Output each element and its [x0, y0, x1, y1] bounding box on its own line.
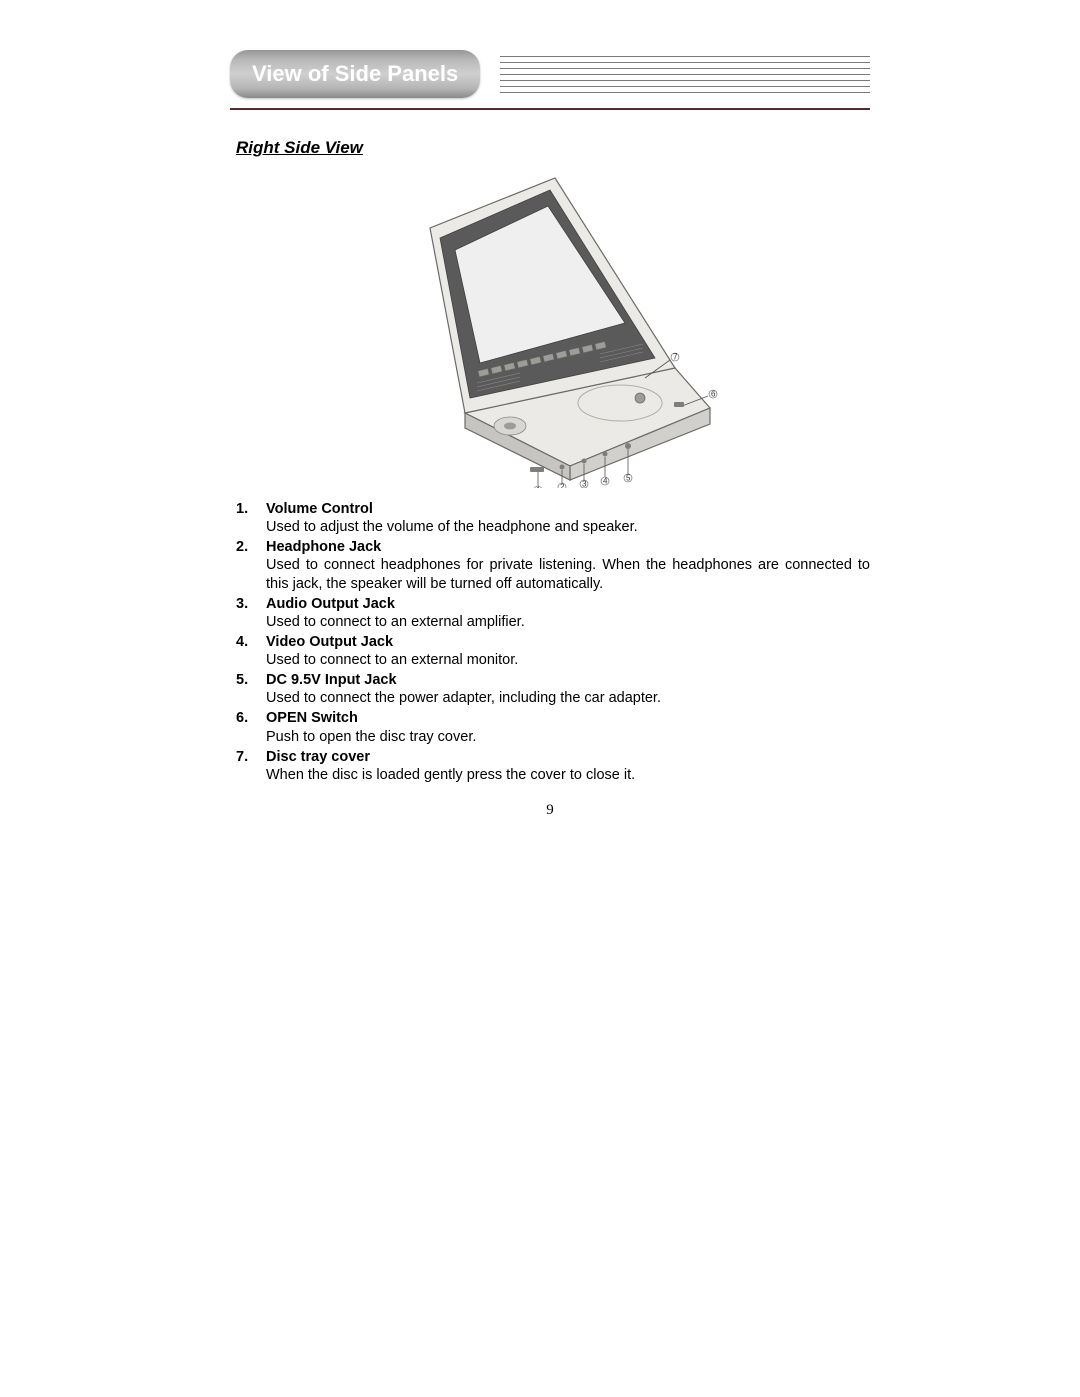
callout-5: 5 — [626, 474, 631, 483]
subheading: Right Side View — [236, 138, 870, 158]
item-desc: Used to connect headphones for private l… — [266, 556, 870, 592]
callout-6: 6 — [711, 390, 716, 399]
item-desc: Used to connect the power adapter, inclu… — [266, 689, 870, 707]
product-svg: 1 2 3 4 5 6 7 — [370, 168, 730, 488]
item-body: Video Output Jack Used to connect to an … — [266, 633, 870, 669]
item-number: 6. — [230, 709, 266, 745]
header-row: View of Side Panels — [230, 50, 870, 102]
list-item: 4. Video Output Jack Used to connect to … — [230, 633, 870, 669]
item-number: 7. — [230, 748, 266, 784]
callout-2: 2 — [560, 483, 565, 489]
item-body: Volume Control Used to adjust the volume… — [266, 500, 870, 536]
item-number: 2. — [230, 538, 266, 592]
item-body: Disc tray cover When the disc is loaded … — [266, 748, 870, 784]
item-term: Audio Output Jack — [266, 595, 870, 613]
item-number: 3. — [230, 595, 266, 631]
callout-7: 7 — [673, 353, 678, 362]
list-item: 1. Volume Control Used to adjust the vol… — [230, 500, 870, 536]
header-rule — [230, 108, 870, 110]
item-term: DC 9.5V Input Jack — [266, 671, 870, 689]
item-number: 4. — [230, 633, 266, 669]
item-term: Volume Control — [266, 500, 870, 518]
item-term: Headphone Jack — [266, 538, 870, 556]
item-term: Video Output Jack — [266, 633, 870, 651]
callout-1: 1 — [536, 486, 541, 489]
feature-list: 1. Volume Control Used to adjust the vol… — [230, 500, 870, 784]
callout-4: 4 — [603, 477, 608, 486]
item-desc: Used to connect to an external monitor. — [266, 651, 870, 669]
manual-page: View of Side Panels Right Side View — [0, 0, 1080, 819]
list-item: 6. OPEN Switch Push to open the disc tra… — [230, 709, 870, 745]
header-decor-lines — [500, 56, 870, 96]
list-item: 5. DC 9.5V Input Jack Used to connect th… — [230, 671, 870, 707]
content-area: View of Side Panels Right Side View — [230, 50, 870, 819]
section-title: View of Side Panels — [252, 61, 458, 87]
item-body: Headphone Jack Used to connect headphone… — [266, 538, 870, 592]
item-number: 5. — [230, 671, 266, 707]
product-figure: 1 2 3 4 5 6 7 — [370, 168, 730, 488]
list-item: 7. Disc tray cover When the disc is load… — [230, 748, 870, 784]
item-desc: Used to adjust the volume of the headpho… — [266, 518, 870, 536]
list-item: 3. Audio Output Jack Used to connect to … — [230, 595, 870, 631]
callout-3: 3 — [582, 480, 587, 489]
item-body: Audio Output Jack Used to connect to an … — [266, 595, 870, 631]
list-item: 2. Headphone Jack Used to connect headph… — [230, 538, 870, 592]
item-body: OPEN Switch Push to open the disc tray c… — [266, 709, 870, 745]
item-term: OPEN Switch — [266, 709, 870, 727]
item-term: Disc tray cover — [266, 748, 870, 766]
page-number: 9 — [230, 802, 870, 819]
item-desc: Used to connect to an external amplifier… — [266, 613, 870, 631]
item-desc: Push to open the disc tray cover. — [266, 728, 870, 746]
section-title-pill: View of Side Panels — [230, 50, 480, 98]
item-number: 1. — [230, 500, 266, 536]
item-desc: When the disc is loaded gently press the… — [266, 766, 870, 784]
item-body: DC 9.5V Input Jack Used to connect the p… — [266, 671, 870, 707]
